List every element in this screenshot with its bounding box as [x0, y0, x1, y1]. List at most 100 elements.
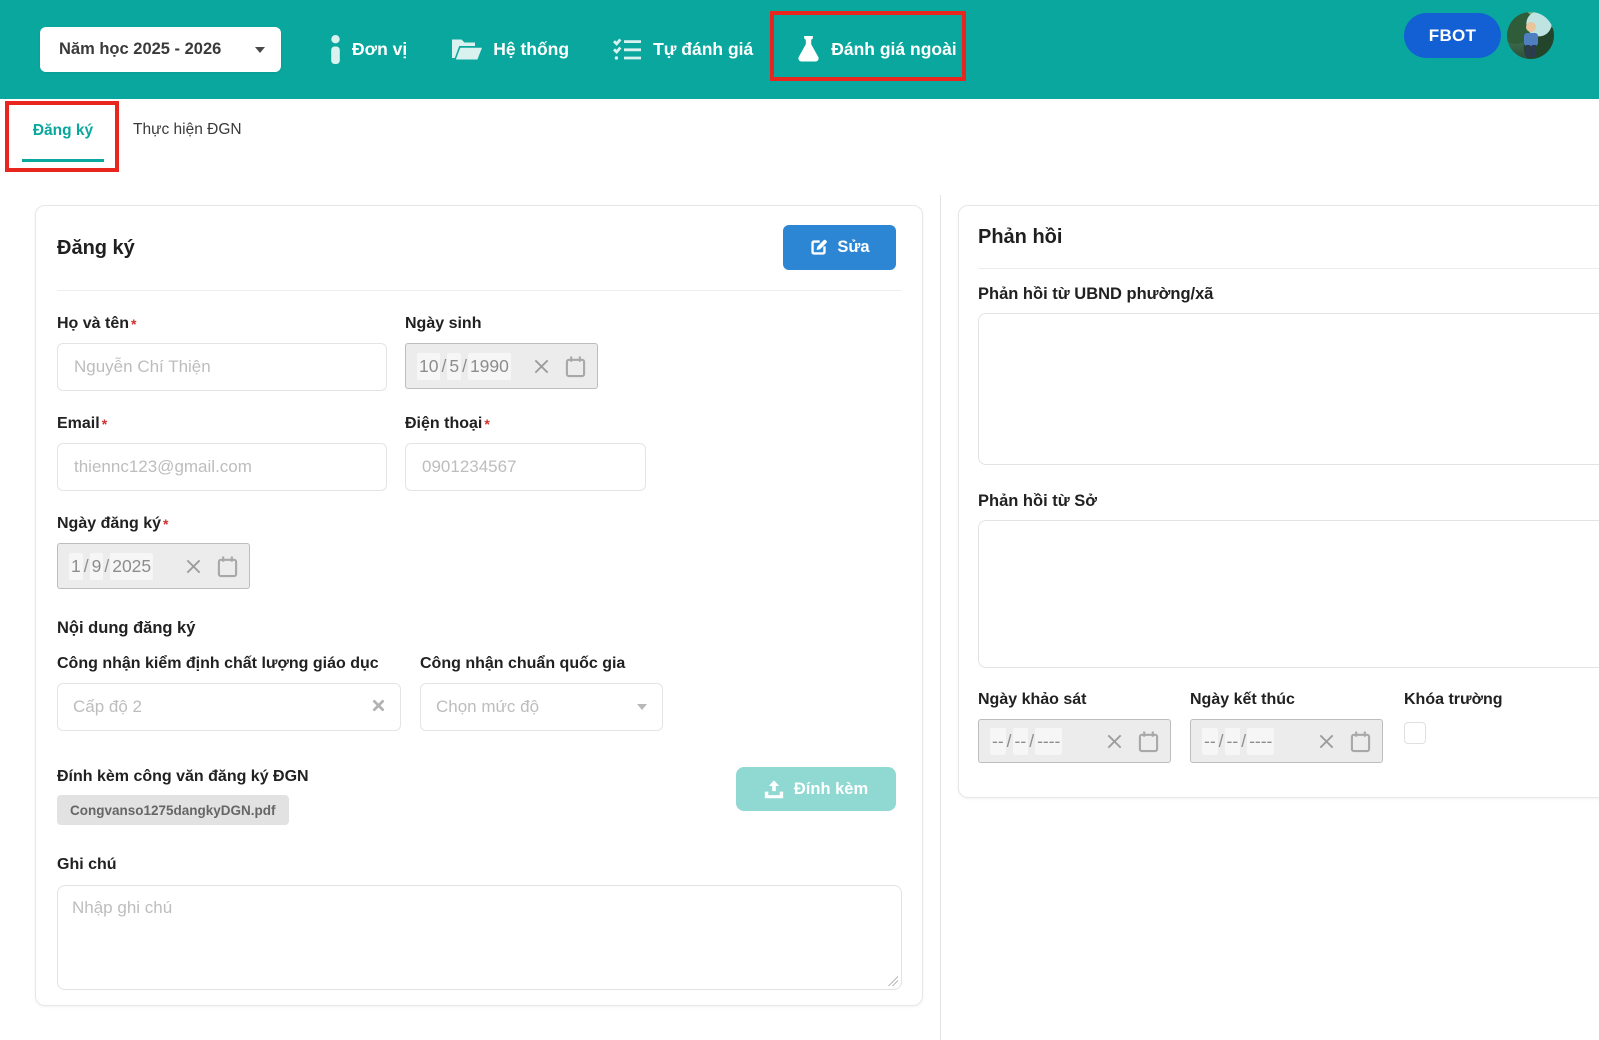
school-year-select[interactable]: Năm học 2025 - 2026: [40, 27, 281, 72]
date-separator: /: [1241, 730, 1247, 751]
date-separator: /: [441, 355, 447, 376]
feedback-card-title: Phản hồi: [978, 225, 1063, 248]
flask-icon: [797, 35, 820, 64]
dob-year: 1990: [467, 352, 511, 380]
calendar-icon[interactable]: [1350, 730, 1371, 753]
survey-datefield[interactable]: -- / -- / ----: [978, 719, 1171, 763]
required-marker: *: [131, 316, 137, 332]
calendar-icon[interactable]: [565, 355, 586, 378]
required-marker: *: [484, 416, 490, 432]
nav-label: Đánh giá ngoài: [831, 39, 957, 59]
end-day: --: [1202, 727, 1218, 755]
avatar[interactable]: [1507, 12, 1554, 59]
feedback-card-header: Phản hồi: [978, 206, 1599, 269]
main-nav: Đơn vị Hệ thống Tự đánh giá Đánh giá ngo…: [330, 35, 957, 64]
register-card-title: Đăng ký: [57, 236, 135, 259]
dob-datefield[interactable]: 10/5/1990: [405, 343, 598, 389]
feedback-card: Phản hồi Phản hồi từ UBND phường/xã Phản…: [958, 205, 1599, 798]
end-datefield[interactable]: -- / -- / ----: [1190, 719, 1383, 763]
survey-month: --: [1012, 727, 1029, 755]
edit-button[interactable]: Sửa: [783, 225, 896, 270]
accreditation-value: Cấp độ 2: [73, 697, 142, 716]
clear-icon[interactable]: [533, 358, 550, 375]
calendar-icon[interactable]: [217, 555, 238, 578]
nav-item-tu-danh-gia[interactable]: Tự đánh giá: [613, 37, 753, 62]
accreditation-label: Công nhận kiểm định chất lượng giáo dục: [57, 655, 379, 672]
phone-input[interactable]: [405, 443, 646, 491]
note-textarea[interactable]: [57, 885, 902, 990]
dob-month: 5: [447, 352, 462, 380]
lock-school-checkbox[interactable]: [1404, 722, 1426, 744]
name-input[interactable]: [57, 343, 387, 391]
tab-dang-ky[interactable]: Đăng ký: [8, 99, 118, 163]
national-standard-label: Công nhận chuẩn quốc gia: [420, 655, 626, 672]
nav-item-danh-gia-ngoai[interactable]: Đánh giá ngoài: [797, 35, 957, 64]
date-separator: /: [1029, 730, 1035, 751]
reg-year: 2025: [110, 552, 154, 580]
checklist-icon: [613, 37, 642, 62]
dob-label: Ngày sinh: [405, 315, 482, 332]
register-card: Đăng ký Sửa Họ và tên* Ngày sinh 10/5/19…: [35, 205, 923, 1006]
reg-month: 9: [89, 552, 104, 580]
clear-icon[interactable]: [1106, 733, 1123, 750]
edit-icon: [811, 239, 828, 255]
upload-icon: [764, 779, 784, 798]
ubnd-feedback-label: Phản hồi từ UBND phường/xã: [978, 285, 1214, 303]
lock-school-label: Khóa trường: [1404, 691, 1503, 708]
accreditation-select[interactable]: Cấp độ 2: [57, 683, 401, 731]
edit-button-label: Sửa: [837, 238, 870, 256]
attach-button[interactable]: Đính kèm: [736, 767, 896, 811]
date-separator: /: [104, 555, 110, 576]
end-year: ----: [1247, 727, 1275, 755]
survey-day: --: [990, 727, 1006, 755]
reg-day: 1: [69, 552, 83, 580]
email-input[interactable]: [57, 443, 387, 491]
national-standard-placeholder: Chọn mức độ: [436, 697, 540, 716]
attach-button-label: Đính kèm: [793, 779, 869, 798]
active-tab-indicator: [22, 159, 104, 162]
email-label: Email *: [57, 415, 108, 432]
attachment-label: Đính kèm công văn đăng ký ĐGN: [57, 768, 309, 785]
nav-label: Đơn vị: [352, 39, 408, 59]
end-date-label: Ngày kết thúc: [1190, 691, 1295, 708]
remove-icon[interactable]: [372, 697, 385, 717]
ubnd-feedback-textarea[interactable]: [978, 313, 1599, 465]
national-standard-select[interactable]: Chọn mức độ: [420, 683, 663, 731]
folder-icon: [451, 37, 483, 62]
nav-item-he-thong[interactable]: Hệ thống: [451, 37, 569, 62]
chevron-down-icon: [255, 46, 265, 53]
vertical-divider: [940, 195, 941, 1040]
tab-thuc-hien-dgn[interactable]: Thực hiện ĐGN: [125, 99, 250, 163]
school-year-value: Năm học 2025 - 2026: [59, 40, 222, 58]
date-separator: /: [462, 355, 467, 376]
name-label: Họ và tên *: [57, 315, 137, 332]
so-feedback-textarea[interactable]: [978, 520, 1599, 668]
reg-date-label: Ngày đăng ký *: [57, 515, 169, 532]
attached-file-chip[interactable]: Congvanso1275dangkyDGN.pdf: [57, 795, 289, 825]
calendar-icon[interactable]: [1138, 730, 1159, 753]
survey-year: ----: [1035, 727, 1063, 755]
note-label: Ghi chú: [57, 856, 117, 873]
caret-down-icon: [637, 704, 647, 710]
required-marker: *: [163, 516, 169, 532]
dob-day: 10: [417, 352, 441, 380]
resize-handle[interactable]: [887, 975, 898, 986]
content-section-heading: Nội dung đăng ký: [57, 619, 196, 637]
fbot-user-button[interactable]: FBOT: [1404, 13, 1501, 58]
tab-bar: Đăng ký Thực hiện ĐGN: [8, 99, 250, 163]
survey-date-label: Ngày khảo sát: [978, 691, 1087, 708]
reg-datefield[interactable]: 1/9/2025: [57, 543, 250, 589]
nav-label: Tự đánh giá: [653, 39, 754, 59]
clear-icon[interactable]: [1318, 733, 1335, 750]
required-marker: *: [101, 416, 108, 432]
nav-label: Hệ thống: [493, 39, 570, 59]
tab-label: Đăng ký: [32, 122, 94, 139]
register-card-header: Đăng ký Sửa: [57, 206, 901, 291]
end-month: --: [1224, 727, 1241, 755]
date-separator: /: [1006, 730, 1012, 751]
person-icon: [1523, 22, 1538, 57]
nav-item-don-vi[interactable]: Đơn vị: [330, 35, 407, 64]
date-separator: /: [1218, 730, 1224, 751]
top-navigation-bar: Năm học 2025 - 2026 Đơn vị Hệ thống: [0, 0, 1599, 99]
clear-icon[interactable]: [185, 558, 202, 575]
